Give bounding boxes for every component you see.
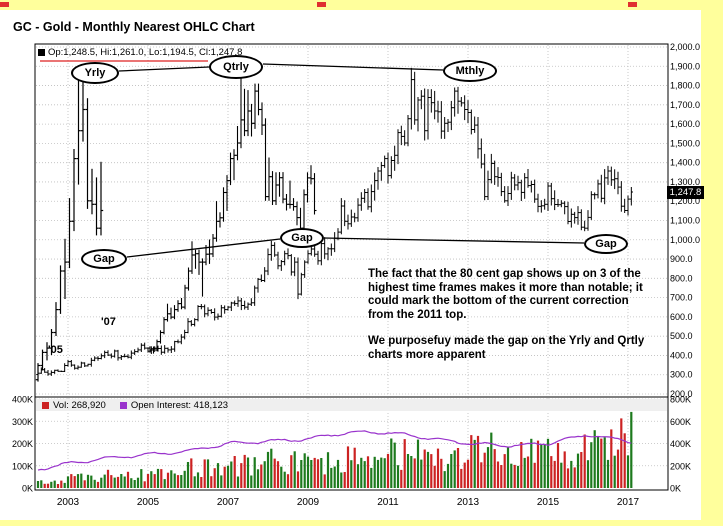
ohlc-quote-bar: Op:1,248.5, Hi:1,261.0, Lo:1,194.5, Cl:1…: [38, 47, 242, 58]
volume-legend-label: Vol: 268,920: [53, 399, 106, 411]
artifact-mark: [628, 2, 637, 7]
analyst-note-paragraph-2: We purposefuy made the gap on the Yrly a…: [368, 335, 645, 361]
svg-text:1,300.0: 1,300.0: [670, 177, 700, 187]
analyst-note-paragraph-1: The fact that the 80 cent gap shows up o…: [368, 268, 643, 321]
annotation-year-05: '05: [48, 344, 63, 356]
svg-text:600.0: 600.0: [670, 312, 693, 322]
analyst-note: The fact that the 80 cent gap shows up o…: [368, 268, 650, 362]
volume-swatch-icon: [42, 401, 49, 409]
svg-text:1,100.0: 1,100.0: [670, 216, 700, 226]
annotation-oval-gap-mid: Gap: [280, 228, 324, 248]
svg-text:2017: 2017: [617, 497, 640, 508]
chart-title: GC - Gold - Monthly Nearest OHLC Chart: [13, 20, 255, 34]
svg-text:300.0: 300.0: [670, 370, 693, 380]
svg-text:1,400.0: 1,400.0: [670, 158, 700, 168]
svg-text:2009: 2009: [297, 497, 320, 508]
svg-text:2,000.0: 2,000.0: [670, 42, 700, 52]
annotation-oval-qtrly: Qtrly: [209, 55, 263, 79]
svg-text:800K: 800K: [670, 395, 691, 405]
annotation-oval-mthly: Mthly: [443, 60, 497, 82]
svg-text:700.0: 700.0: [670, 293, 693, 303]
svg-text:400.0: 400.0: [670, 350, 693, 360]
open-interest-legend-label: Open Interest: 418,123: [130, 399, 229, 411]
ohlc-quote-text: Op:1,248.5, Hi:1,261.0, Lo:1,194.5, Cl:1…: [48, 47, 243, 58]
svg-text:0K: 0K: [670, 484, 681, 494]
annotation-oval-yrly: Yrly: [71, 62, 119, 84]
svg-text:400K: 400K: [12, 395, 33, 405]
svg-text:600K: 600K: [670, 417, 691, 427]
annotation-oval-gap-right: Gap: [584, 234, 628, 254]
svg-text:1,000.0: 1,000.0: [670, 235, 700, 245]
artifact-mark: [0, 2, 9, 7]
svg-text:500.0: 500.0: [670, 331, 693, 341]
svg-text:2013: 2013: [457, 497, 480, 508]
bar-marker-icon: [38, 49, 45, 56]
open-interest-swatch-icon: [119, 401, 127, 409]
svg-text:200.0: 200.0: [670, 389, 693, 399]
svg-text:1,200.0: 1,200.0: [670, 196, 700, 206]
last-price-tag: 1,247.8: [667, 186, 704, 199]
svg-text:900.0: 900.0: [670, 254, 693, 264]
svg-text:2005: 2005: [137, 497, 160, 508]
annotation-year-07: '07: [101, 316, 116, 328]
artifact-mark: [317, 2, 326, 7]
svg-text:0K: 0K: [22, 484, 33, 494]
svg-text:200K: 200K: [12, 439, 33, 449]
svg-text:2003: 2003: [57, 497, 80, 508]
svg-text:1,900.0: 1,900.0: [670, 61, 700, 71]
svg-text:800.0: 800.0: [670, 273, 693, 283]
svg-text:1,800.0: 1,800.0: [670, 81, 700, 91]
svg-text:1,500.0: 1,500.0: [670, 138, 700, 148]
svg-text:100K: 100K: [12, 461, 33, 471]
svg-text:400K: 400K: [670, 439, 691, 449]
svg-text:1,600.0: 1,600.0: [670, 119, 700, 129]
volume-legend: Vol: 268,920 Open Interest: 418,123: [36, 399, 667, 411]
svg-text:1,700.0: 1,700.0: [670, 100, 700, 110]
svg-text:2015: 2015: [537, 497, 560, 508]
svg-text:300K: 300K: [12, 417, 33, 427]
svg-text:2007: 2007: [217, 497, 240, 508]
annotation-oval-gap-left: Gap: [81, 249, 127, 269]
svg-text:2011: 2011: [377, 497, 399, 508]
svg-text:200K: 200K: [670, 461, 691, 471]
